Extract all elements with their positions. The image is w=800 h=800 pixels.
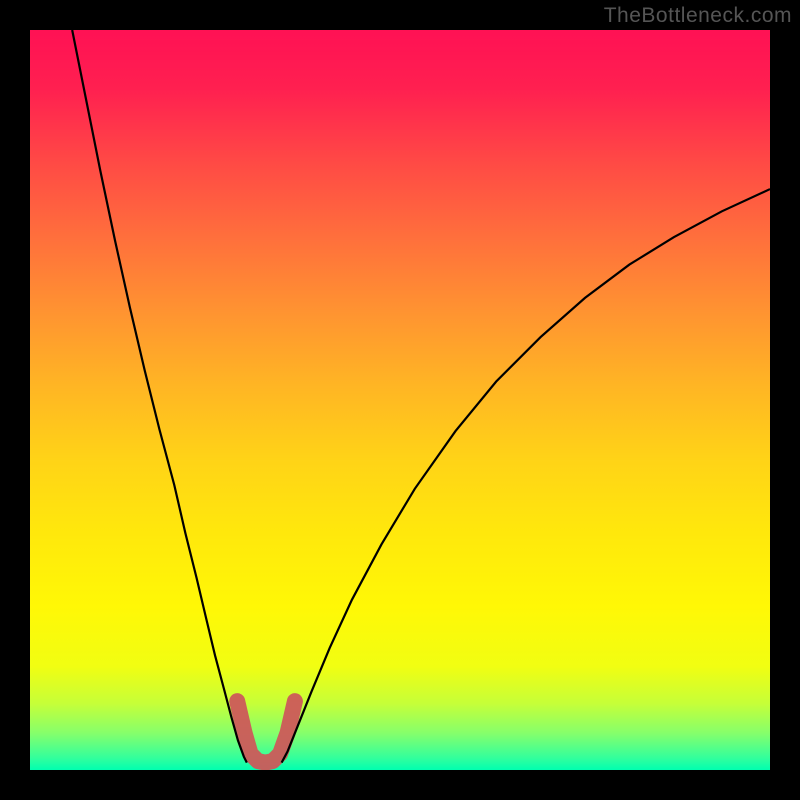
chart-root: TheBottleneck.com	[0, 0, 800, 800]
curve-left	[72, 30, 247, 763]
plot-area	[30, 30, 770, 770]
watermark-text: TheBottleneck.com	[604, 4, 792, 28]
curve-right	[282, 189, 770, 763]
curve-layer	[30, 30, 770, 770]
